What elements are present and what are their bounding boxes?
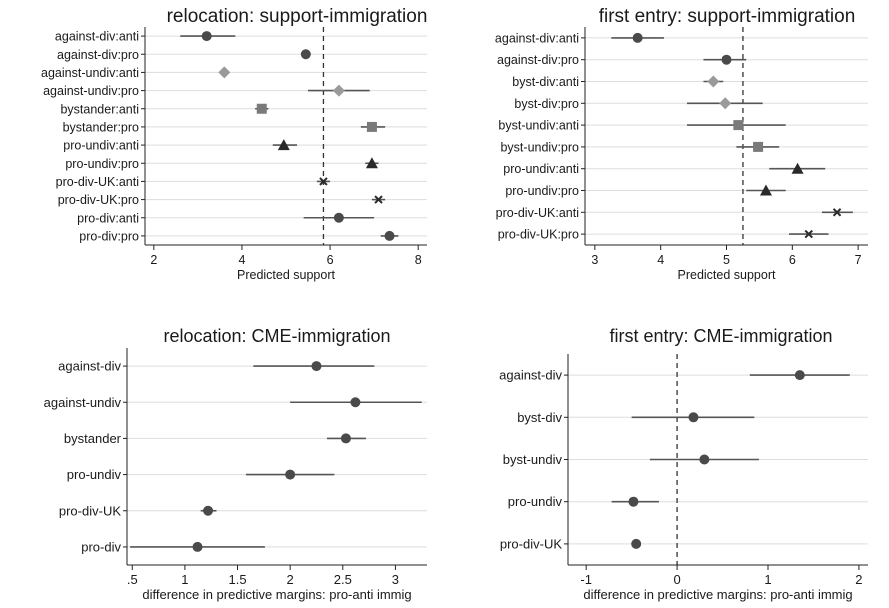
y-tick-label: byst-undiv (503, 452, 563, 467)
point-marker (759, 184, 772, 196)
y-tick-label: pro-undiv (67, 467, 122, 482)
x-axis-label: Predicted support (678, 268, 777, 282)
point-marker (791, 162, 804, 174)
x-tick-label: 2 (150, 253, 157, 267)
x-tick-label: 4 (657, 253, 664, 267)
y-tick-label: against-div:anti (495, 31, 579, 45)
y-tick-label: pro-undiv:anti (63, 139, 139, 153)
y-tick-label: against-undiv:pro (43, 84, 139, 98)
chart-title: relocation: CME-immigration (163, 326, 390, 346)
x-tick-label: 2 (287, 572, 294, 587)
point-marker (365, 157, 378, 169)
point-marker (631, 538, 642, 549)
x-tick-label: 7 (855, 253, 862, 267)
y-tick-label: pro-undiv (508, 494, 563, 509)
point-marker (688, 412, 699, 423)
point-marker (721, 54, 732, 65)
y-tick-label: pro-div-UK (59, 503, 121, 518)
point-marker (277, 139, 290, 151)
point-marker (699, 454, 710, 465)
y-tick-label: against-div (499, 368, 562, 383)
y-tick-label: pro-div-UK:anti (56, 175, 139, 189)
y-tick-label: against-undiv:anti (41, 66, 139, 80)
x-tick-label: 5 (723, 253, 730, 267)
y-tick-label: pro-undiv:pro (505, 184, 579, 198)
point-marker (340, 433, 351, 444)
y-tick-label: byst-div:pro (514, 97, 579, 111)
y-tick-label: pro-div-UK:anti (496, 206, 579, 220)
point-marker (374, 195, 383, 204)
point-marker (366, 121, 377, 132)
point-marker (628, 496, 639, 507)
y-tick-label: byst-div (517, 410, 562, 425)
y-tick-label: pro-undiv:anti (503, 162, 579, 176)
chart-title: first entry: support-immigration (599, 6, 856, 27)
x-axis-label: difference in predictive margins: pro-an… (583, 587, 852, 602)
y-tick-label: pro-div (81, 539, 121, 554)
point-marker (719, 97, 732, 110)
x-tick-label: .5 (127, 572, 138, 587)
y-tick-label: against-div:anti (55, 30, 139, 44)
y-tick-label: against-div (58, 359, 121, 374)
point-marker (192, 541, 203, 552)
x-tick-label: 1 (181, 572, 188, 587)
point-marker (384, 230, 395, 241)
y-tick-label: pro-div:pro (79, 229, 139, 243)
y-tick-label: bystander:anti (60, 102, 139, 116)
point-marker (256, 103, 267, 114)
chart-panel-2: first entry: support-immigration against-… (495, 6, 868, 282)
x-tick-label: 3 (392, 572, 399, 587)
point-marker (707, 75, 720, 88)
x-tick-label: 3 (591, 253, 598, 267)
point-marker (832, 208, 842, 217)
y-tick-label: byst-div:anti (512, 75, 579, 89)
chart-panel-4: first entry: CME-immigration against-div b… (499, 326, 868, 602)
x-tick-label: 2 (855, 572, 862, 587)
chart-panel-1: relocation: support-immigration against-d… (41, 6, 427, 282)
x-axis-label: Predicted support (237, 268, 336, 282)
chart-panel-3: relocation: CME-immigration against-div ag… (44, 326, 427, 602)
y-tick-label: against-div:pro (497, 53, 579, 67)
chart-title: first entry: CME-immigration (609, 326, 832, 346)
point-marker (632, 32, 643, 43)
y-tick-label: pro-div-UK:pro (498, 228, 579, 242)
y-tick-label: byst-undiv:anti (498, 119, 579, 133)
x-tick-label: 1 (764, 572, 771, 587)
point-marker (733, 120, 744, 131)
x-tick-label: 8 (415, 253, 422, 267)
point-marker (350, 397, 361, 408)
x-tick-label: 6 (327, 253, 334, 267)
y-tick-label: pro-div-UK (500, 536, 562, 551)
point-marker (753, 141, 764, 152)
y-tick-label: pro-undiv:pro (65, 157, 139, 171)
point-marker (332, 84, 345, 97)
point-marker (300, 49, 311, 60)
point-marker (804, 229, 813, 239)
x-tick-label: 2.5 (334, 572, 352, 587)
x-axis-label: difference in predictive margins: pro-an… (142, 587, 411, 602)
x-tick-label: 0 (673, 572, 680, 587)
y-tick-label: pro-div-UK:pro (58, 193, 139, 207)
point-marker (203, 505, 214, 516)
point-marker (794, 370, 805, 381)
x-tick-label: -1 (580, 572, 592, 587)
y-tick-label: pro-div:anti (77, 211, 139, 225)
point-marker (285, 469, 296, 480)
point-marker (218, 66, 231, 79)
point-marker (201, 31, 212, 42)
x-tick-label: 4 (238, 253, 245, 267)
y-tick-label: bystander (64, 431, 122, 446)
y-tick-label: against-div:pro (57, 48, 139, 62)
point-marker (319, 177, 328, 186)
x-tick-label: 6 (789, 253, 796, 267)
point-marker (311, 361, 322, 372)
y-tick-label: bystander:pro (63, 120, 139, 134)
y-tick-label: byst-undiv:pro (500, 140, 579, 154)
x-tick-label: 1.5 (228, 572, 246, 587)
y-tick-label: against-undiv (44, 395, 122, 410)
chart-title: relocation: support-immigration (167, 6, 428, 27)
point-marker (333, 212, 344, 223)
